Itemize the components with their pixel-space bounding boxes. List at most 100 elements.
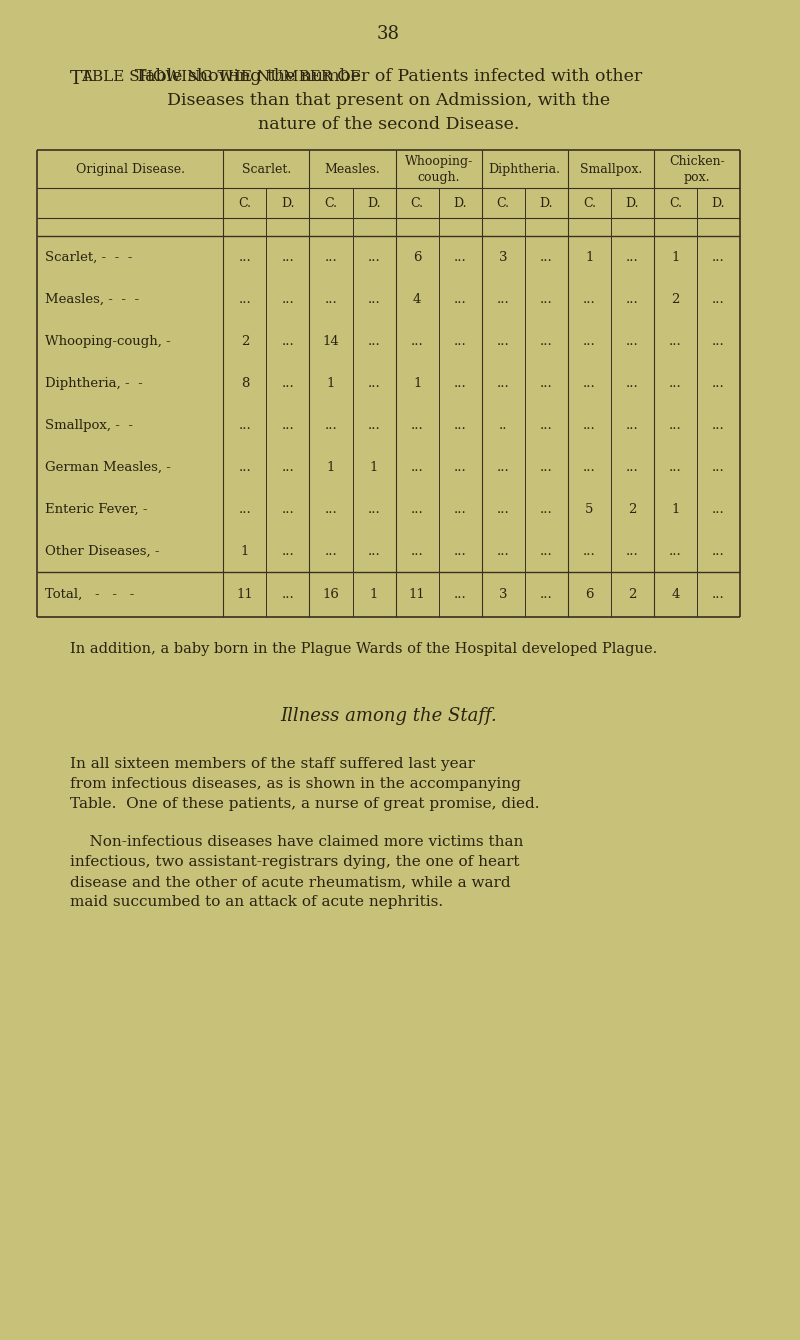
Text: ...: ... <box>410 544 423 557</box>
Text: ...: ... <box>540 544 553 557</box>
Text: ...: ... <box>497 544 510 557</box>
Text: 2: 2 <box>628 502 637 516</box>
Text: 1: 1 <box>370 461 378 473</box>
Text: 8: 8 <box>241 377 249 390</box>
Text: ABLE SHOWING THE NUMBER OF: ABLE SHOWING THE NUMBER OF <box>81 70 365 84</box>
Text: D.: D. <box>712 197 726 209</box>
Text: ...: ... <box>368 377 381 390</box>
Text: D.: D. <box>539 197 553 209</box>
Text: ...: ... <box>325 292 338 306</box>
Text: 1: 1 <box>327 377 335 390</box>
Text: Smallpox, -  -: Smallpox, - - <box>45 418 133 431</box>
Text: ...: ... <box>712 461 725 473</box>
Text: ...: ... <box>410 461 423 473</box>
Text: In all sixteen members of the staff suffered last year
from infectious diseases,: In all sixteen members of the staff suff… <box>70 757 539 811</box>
Text: 6: 6 <box>413 251 422 264</box>
Text: ...: ... <box>712 251 725 264</box>
Text: ...: ... <box>712 335 725 347</box>
Text: ...: ... <box>282 502 294 516</box>
Text: D.: D. <box>367 197 381 209</box>
Text: 6: 6 <box>585 588 594 602</box>
Text: ...: ... <box>497 335 510 347</box>
Text: 1: 1 <box>327 461 335 473</box>
Text: D.: D. <box>626 197 639 209</box>
Text: ...: ... <box>626 418 638 431</box>
Text: ..: .. <box>499 418 507 431</box>
Text: ...: ... <box>410 502 423 516</box>
Text: 1: 1 <box>370 588 378 602</box>
Text: ...: ... <box>540 335 553 347</box>
Text: ...: ... <box>626 251 638 264</box>
Text: ...: ... <box>712 292 725 306</box>
Text: ...: ... <box>410 418 423 431</box>
Text: ...: ... <box>583 377 596 390</box>
Text: Scarlet, -  -  -: Scarlet, - - - <box>45 251 132 264</box>
Text: German Measles, -: German Measles, - <box>45 461 170 473</box>
Text: Whooping-cough, -: Whooping-cough, - <box>45 335 170 347</box>
Text: 1: 1 <box>413 377 422 390</box>
Text: ...: ... <box>540 502 553 516</box>
Text: Chicken-
pox.: Chicken- pox. <box>669 154 725 184</box>
Text: T: T <box>81 70 90 84</box>
Text: C.: C. <box>410 197 424 209</box>
Text: C.: C. <box>238 197 251 209</box>
Text: ...: ... <box>454 335 466 347</box>
Text: C.: C. <box>497 197 510 209</box>
Text: ...: ... <box>497 502 510 516</box>
Text: ...: ... <box>712 502 725 516</box>
Text: ...: ... <box>583 335 596 347</box>
Text: ...: ... <box>540 377 553 390</box>
Text: D.: D. <box>282 197 294 209</box>
Text: Diphtheria.: Diphtheria. <box>489 162 561 176</box>
Text: ...: ... <box>583 418 596 431</box>
Text: 4: 4 <box>671 588 680 602</box>
Text: Illness among the Staff.: Illness among the Staff. <box>280 708 497 725</box>
Text: Non-infectious diseases have claimed more victims than
infectious, two assistant: Non-infectious diseases have claimed mor… <box>70 835 523 909</box>
Text: ...: ... <box>497 461 510 473</box>
Text: ...: ... <box>583 544 596 557</box>
Text: ...: ... <box>282 251 294 264</box>
Text: ...: ... <box>454 588 466 602</box>
Text: ...: ... <box>368 502 381 516</box>
Text: 4: 4 <box>413 292 422 306</box>
Text: C.: C. <box>325 197 338 209</box>
Text: ...: ... <box>282 588 294 602</box>
Text: Total,   -   -   -: Total, - - - <box>45 588 134 602</box>
Text: 11: 11 <box>409 588 426 602</box>
Text: Measles, -  -  -: Measles, - - - <box>45 292 138 306</box>
Text: 2: 2 <box>671 292 680 306</box>
Text: Measles.: Measles. <box>325 162 381 176</box>
Text: ...: ... <box>325 544 338 557</box>
Text: ...: ... <box>626 292 638 306</box>
Text: ...: ... <box>626 377 638 390</box>
Text: In addition, a baby born in the Plague Wards of the Hospital developed Plague.: In addition, a baby born in the Plague W… <box>70 642 657 657</box>
Text: C.: C. <box>669 197 682 209</box>
Text: ...: ... <box>669 377 682 390</box>
Text: Table showing the number of Patients infected with other: Table showing the number of Patients inf… <box>135 68 642 84</box>
Text: ...: ... <box>454 502 466 516</box>
Text: 38: 38 <box>377 25 400 43</box>
Text: ...: ... <box>238 502 251 516</box>
Text: ...: ... <box>712 544 725 557</box>
Text: Other Diseases, -: Other Diseases, - <box>45 544 159 557</box>
Text: ...: ... <box>454 418 466 431</box>
Text: ...: ... <box>497 292 510 306</box>
Text: ...: ... <box>282 377 294 390</box>
Text: ...: ... <box>497 377 510 390</box>
Text: Diphtheria, -  -: Diphtheria, - - <box>45 377 142 390</box>
Text: ...: ... <box>669 335 682 347</box>
Text: Diseases than that present on Admission, with the: Diseases than that present on Admission,… <box>167 92 610 109</box>
Text: ...: ... <box>540 588 553 602</box>
Text: ...: ... <box>368 544 381 557</box>
Text: ...: ... <box>583 292 596 306</box>
Text: ...: ... <box>540 292 553 306</box>
Text: D.: D. <box>454 197 467 209</box>
Text: 16: 16 <box>322 588 339 602</box>
Text: ...: ... <box>712 418 725 431</box>
Text: ...: ... <box>368 418 381 431</box>
Text: ...: ... <box>325 502 338 516</box>
Text: Enteric Fever, -: Enteric Fever, - <box>45 502 147 516</box>
Text: ...: ... <box>325 418 338 431</box>
Text: ...: ... <box>583 461 596 473</box>
Text: 2: 2 <box>628 588 637 602</box>
